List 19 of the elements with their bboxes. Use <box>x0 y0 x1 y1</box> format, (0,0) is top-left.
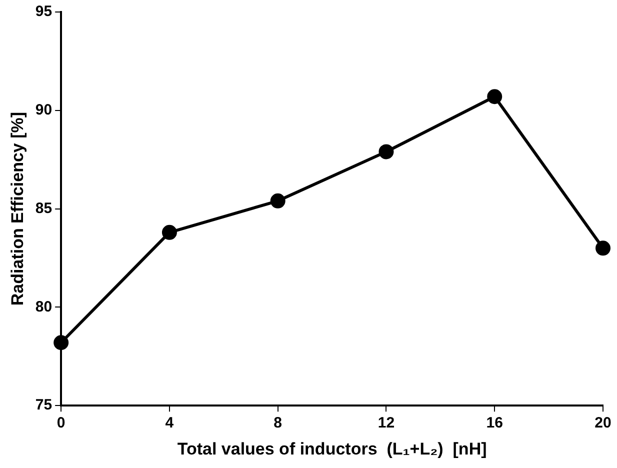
point <box>378 144 394 160</box>
y-tick-label: 95 <box>35 3 52 20</box>
x-tick-label: 0 <box>56 414 66 432</box>
y-tick-label: 80 <box>35 298 52 316</box>
point <box>270 193 286 208</box>
y-tick-label: 85 <box>35 200 52 217</box>
x-tick-label: 12 <box>378 414 395 432</box>
x-tick-label: 4 <box>165 414 174 432</box>
point <box>596 240 610 256</box>
point <box>54 335 69 350</box>
x-axis-title: Total values of inductors (L₁+L₂) [nH] <box>177 439 487 458</box>
point <box>487 89 502 104</box>
y-tick-label: 90 <box>35 102 52 119</box>
x-tick-label: 8 <box>274 414 282 432</box>
y-tick-label: 75 <box>35 396 52 414</box>
point <box>162 224 177 240</box>
x-tick-label: 20 <box>594 414 612 432</box>
y-axis-title: Radiation Efficiency [%] <box>8 112 27 306</box>
x-tick-label: 16 <box>486 414 503 432</box>
